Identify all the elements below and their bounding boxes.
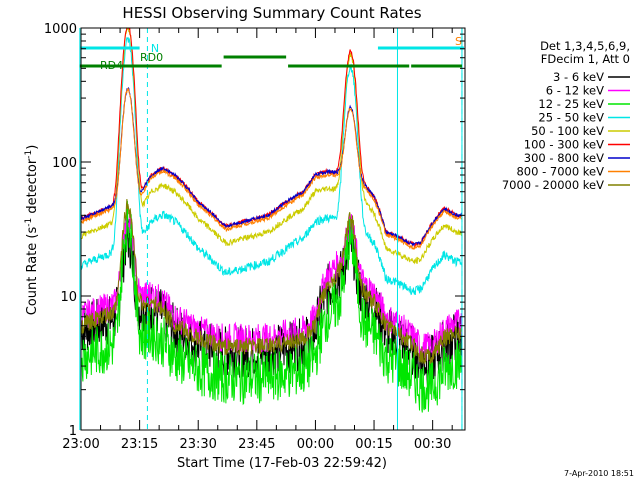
legend-label-5: 100 - 300 keV (524, 138, 604, 152)
series-line-3 (81, 36, 462, 296)
x-tick-label: 23:30 (179, 437, 216, 452)
y-tick-label: 1000 (44, 22, 77, 37)
legend-label-3: 25 - 50 keV (538, 111, 604, 125)
x-tick-label: 00:15 (355, 437, 392, 452)
axes: 1 10 100 1000 23:00 23:15 23:30 23:45 00:00 00:15… (44, 22, 465, 452)
y-axis-label: Count Rate (s-1 detector-1) (24, 145, 40, 316)
legend-label-4: 50 - 100 keV (531, 124, 604, 138)
annotation-s: S (455, 35, 462, 48)
x-tick-label: 00:30 (414, 437, 451, 452)
series-line-7 (81, 87, 462, 250)
legend: Det 1,3,4,5,6,9, FDecim 1, Att 0 3 - 6 k… (502, 39, 630, 192)
legend-label-2: 12 - 25 keV (538, 97, 604, 111)
series-line-4 (81, 27, 463, 265)
x-tick-label: 23:00 (62, 437, 99, 452)
annotation-rd4: RD4 (100, 59, 123, 72)
series-line-8 (81, 198, 463, 365)
legend-label-7: 800 - 7000 keV (516, 165, 604, 179)
y-tick-label: 10 (60, 290, 77, 305)
plot-frame (80, 27, 466, 431)
plot-area: N S RD0 RD4 (79, 27, 464, 430)
legend-label-6: 300 - 800 keV (524, 151, 604, 165)
legend-label-8: 7000 - 20000 keV (502, 178, 604, 192)
x-tick-label: 00:00 (297, 437, 334, 452)
x-tick-label: 23:15 (121, 437, 158, 452)
legend-label-1: 6 - 12 keV (546, 84, 604, 98)
annotation-rd0: RD0 (140, 51, 163, 64)
legend-label-0: 3 - 6 keV (553, 70, 604, 84)
legend-title-line-2: FDecim 1, Att 0 (541, 52, 630, 66)
x-tick-label: 23:45 (238, 437, 275, 452)
series-line-6 (81, 87, 463, 247)
legend-title-line-1: Det 1,3,4,5,6,9, (540, 39, 630, 53)
series-line-2 (81, 200, 463, 413)
x-axis-label: Start Time (17-Feb-03 22:59:42) (177, 456, 387, 471)
y-tick-label: 1 (69, 424, 77, 439)
footer-timestamp: 7-Apr-2010 18:51 (564, 469, 634, 478)
annotation-n: N (151, 42, 159, 55)
chart-title: HESSI Observing Summary Count Rates (122, 4, 421, 22)
y-tick-label: 100 (52, 156, 77, 171)
